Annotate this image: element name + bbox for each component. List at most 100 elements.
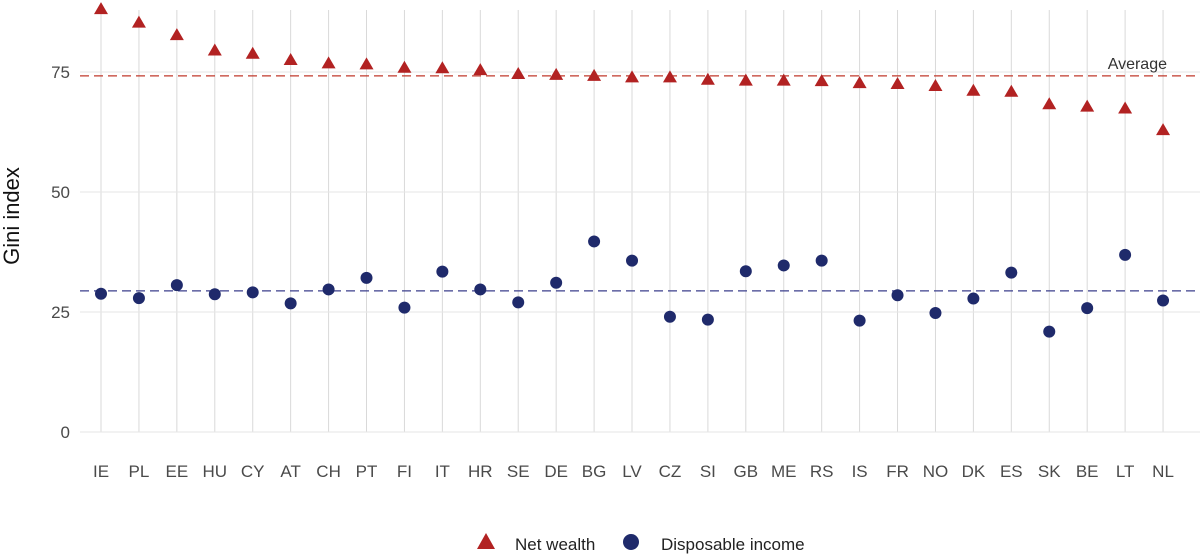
x-tick-ie: IE [93,462,109,481]
x-tick-fr: FR [886,462,909,481]
disposable-income-point-si [701,313,714,326]
net-wealth-point-dk [966,83,981,96]
disposable-income-point-sk [1043,325,1056,338]
x-tick-es: ES [1000,462,1023,481]
y-tick-labels: 0 25 50 75 [51,63,70,442]
disposable-income-point-se [512,296,525,309]
net-wealth-point-fi [397,60,412,73]
disposable-income-point-ie [95,287,107,300]
net-wealth-point-nl [1156,123,1171,136]
disposable-income-point-me [777,259,790,272]
x-tick-dk: DK [962,462,986,481]
disposable-income-point-pt [360,271,373,284]
x-tick-hu: HU [203,462,228,481]
net-wealth-point-cy [245,46,260,59]
net-wealth-point-hr [473,63,488,76]
net-wealth-point-is [852,76,867,89]
net-wealth-point-es [1004,84,1019,97]
data-marks [94,2,1171,338]
disposable-income-point-is [853,314,866,327]
y-tick-75: 75 [51,63,70,82]
x-tick-sk: SK [1038,462,1061,481]
net-wealth-point-be [1080,99,1095,112]
x-tick-si: SI [700,462,716,481]
disposable-income-point-it [436,265,449,278]
net-wealth-point-at [283,53,298,66]
y-grid [80,71,1200,433]
x-tick-rs: RS [810,462,834,481]
x-tick-pt: PT [356,462,378,481]
x-tick-it: IT [435,462,450,481]
category-stems [100,10,1164,432]
x-tick-ch: CH [316,462,341,481]
x-tick-pl: PL [129,462,150,481]
disposable-income-point-es [1005,266,1018,279]
average-lines: Average [80,56,1200,292]
x-tick-be: BE [1076,462,1099,481]
net-wealth-point-it [435,61,450,74]
net-wealth-point-pl [131,15,146,28]
x-tick-se: SE [507,462,530,481]
disposable-income-point-pl [132,292,145,305]
net-wealth-point-se [511,66,526,79]
net-wealth-point-ie [94,2,108,15]
net-wealth-point-si [700,72,715,85]
legend-triangle-icon [477,533,495,549]
net-wealth-point-de [549,67,564,80]
disposable-income-point-fr [891,289,904,302]
x-tick-bg: BG [582,462,607,481]
net-wealth-point-ch [321,56,336,69]
disposable-income-point-lv [626,254,639,267]
disposable-income-point-hr [474,283,487,296]
net-wealth-point-ee [169,28,184,41]
disposable-income-point-ee [170,279,183,292]
x-tick-nl: NL [1152,462,1174,481]
x-tick-cz: CZ [659,462,682,481]
x-tick-at: AT [280,462,300,481]
disposable-income-point-cy [246,286,259,299]
x-tick-hr: HR [468,462,493,481]
net-wealth-point-sk [1042,97,1057,110]
legend-label-net-wealth: Net wealth [515,535,595,554]
x-tick-gb: GB [734,462,759,481]
x-tick-ee: EE [166,462,189,481]
disposable-income-point-dk [967,292,980,305]
disposable-income-point-lt [1119,248,1132,261]
disposable-income-point-be [1081,302,1094,315]
net-wealth-point-rs [814,74,829,87]
net-wealth-point-me [776,73,791,86]
y-tick-25: 25 [51,303,70,322]
net-wealth-point-cz [662,70,677,83]
x-tick-de: DE [544,462,568,481]
y-tick-50: 50 [51,183,70,202]
y-tick-0: 0 [61,423,70,442]
net-wealth-point-bg [587,68,602,81]
legend: Net wealth Disposable income [477,533,805,554]
disposable-income-point-gb [739,265,752,278]
disposable-income-point-fi [398,301,411,314]
x-tick-is: IS [852,462,868,481]
net-wealth-point-hu [207,43,222,56]
x-tick-me: ME [771,462,797,481]
disposable-income-point-no [929,306,942,319]
x-tick-lv: LV [622,462,642,481]
x-tick-no: NO [923,462,949,481]
disposable-income-point-ch [322,283,335,296]
legend-label-disposable-income: Disposable income [661,535,805,554]
x-tick-cy: CY [241,462,265,481]
net-wealth-point-no [928,78,943,91]
legend-circle-icon [623,534,639,550]
net-wealth-point-gb [738,73,753,86]
disposable-income-point-hu [208,288,221,301]
x-tick-fi: FI [397,462,412,481]
disposable-income-point-de [550,276,563,289]
net-wealth-point-fr [890,77,905,90]
net-wealth-point-lt [1118,101,1133,114]
x-tick-lt: LT [1116,462,1135,481]
average-label: Average [1108,56,1167,73]
net-wealth-point-lv [625,70,640,83]
x-tick-labels: IE PL EE HU CY AT CH PT FI IT HR SE DE BG LV CZ SI GB ME RS… [93,462,1174,481]
disposable-income-point-at [284,297,297,310]
disposable-income-point-cz [663,310,676,323]
